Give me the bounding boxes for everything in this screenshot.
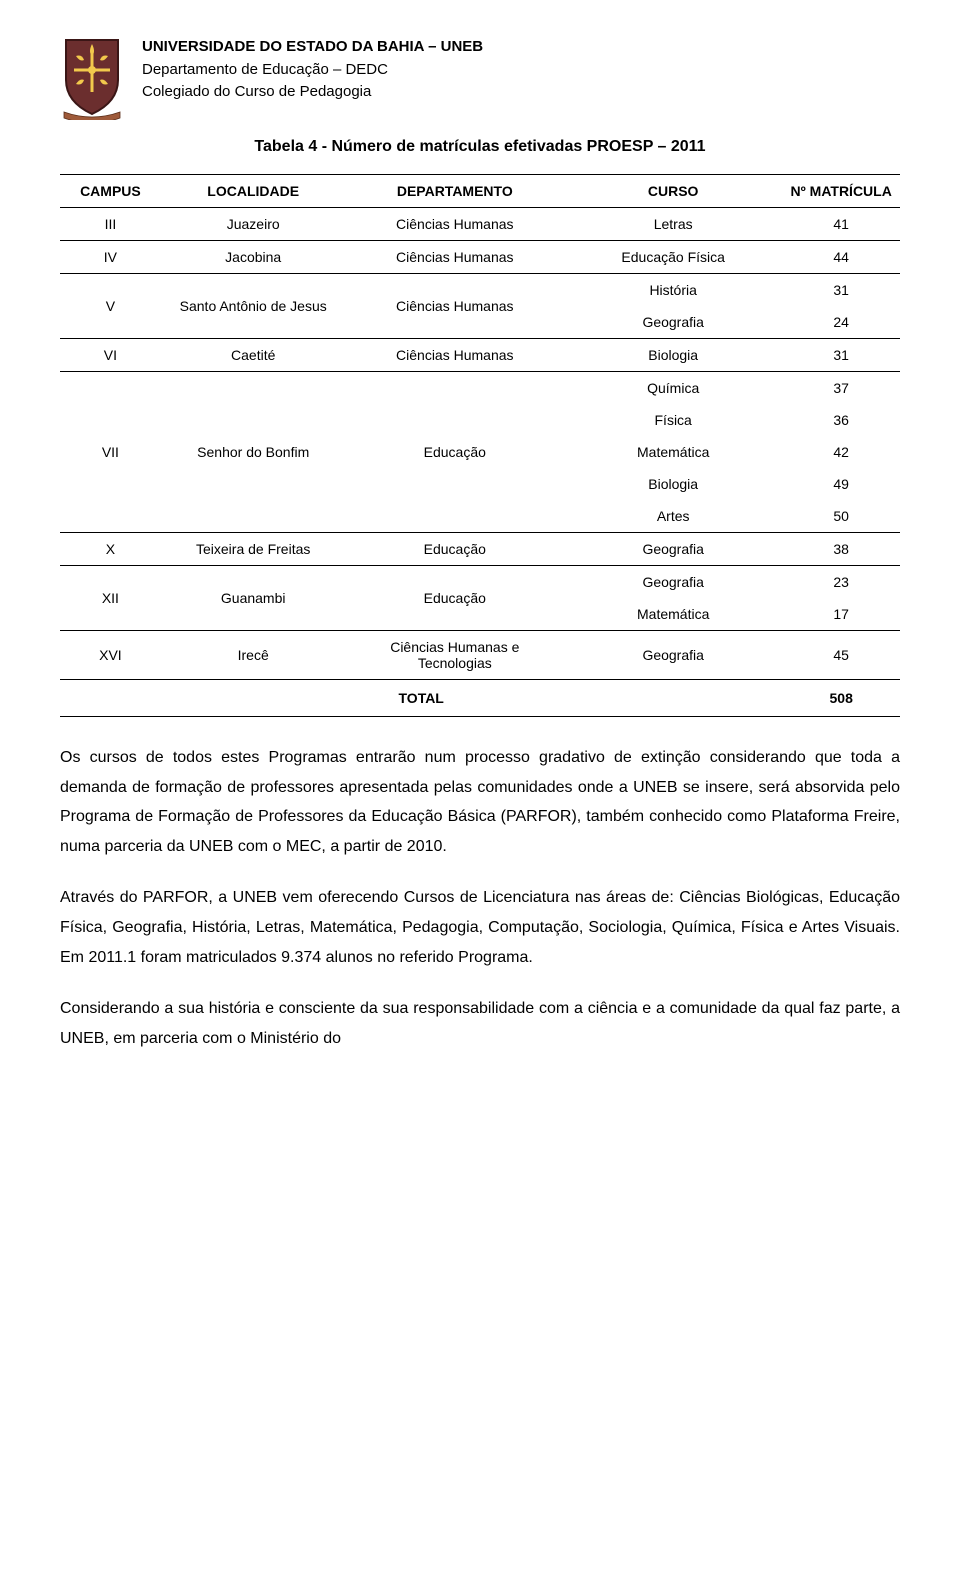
cell-localidade: Irecê xyxy=(161,631,346,680)
table-row: IV Jacobina Ciências Humanas Educação Fí… xyxy=(60,241,900,274)
cell-curso: Geografia xyxy=(564,631,782,680)
cell-campus: IV xyxy=(60,241,161,274)
cell-campus: XII xyxy=(60,566,161,631)
total-label: TOTAL xyxy=(60,680,782,717)
cell-curso: Biologia xyxy=(564,468,782,500)
cell-curso: Letras xyxy=(564,208,782,241)
cell-matricula: 42 xyxy=(782,436,900,468)
cell-localidade: Guanambi xyxy=(161,566,346,631)
cell-matricula: 24 xyxy=(782,306,900,339)
cell-localidade: Juazeiro xyxy=(161,208,346,241)
cell-campus: XVI xyxy=(60,631,161,680)
table-row: VII Senhor do Bonfim Educação Química 37 xyxy=(60,372,900,405)
table-row: III Juazeiro Ciências Humanas Letras 41 xyxy=(60,208,900,241)
cell-departamento: Educação xyxy=(346,372,564,533)
cell-matricula: 36 xyxy=(782,404,900,436)
table-row: VI Caetité Ciências Humanas Biologia 31 xyxy=(60,339,900,372)
cell-curso: Química xyxy=(564,372,782,405)
body-text: Os cursos de todos estes Programas entra… xyxy=(60,743,900,1053)
paragraph: Através do PARFOR, a UNEB vem oferecendo… xyxy=(60,883,900,972)
cell-campus: X xyxy=(60,533,161,566)
cell-departamento: Ciências Humanas xyxy=(346,274,564,339)
cell-matricula: 17 xyxy=(782,598,900,631)
table-row: XVI Irecê Ciências Humanas e Tecnologias… xyxy=(60,631,900,680)
university-crest xyxy=(60,30,124,120)
cell-matricula: 41 xyxy=(782,208,900,241)
department-name: Departamento de Educação – DEDC xyxy=(142,59,483,82)
cell-departamento: Ciências Humanas xyxy=(346,241,564,274)
cell-campus: III xyxy=(60,208,161,241)
cell-curso: Matemática xyxy=(564,598,782,631)
cell-curso: Geografia xyxy=(564,533,782,566)
university-name: UNIVERSIDADE DO ESTADO DA BAHIA – UNEB xyxy=(142,36,483,59)
paragraph: Os cursos de todos estes Programas entra… xyxy=(60,743,900,861)
document-header: UNIVERSIDADE DO ESTADO DA BAHIA – UNEB D… xyxy=(60,30,900,120)
table-title: Tabela 4 - Número de matrículas efetivad… xyxy=(60,138,900,156)
cell-matricula: 23 xyxy=(782,566,900,599)
col-campus: CAMPUS xyxy=(60,175,161,208)
cell-departamento: Educação xyxy=(346,533,564,566)
cell-departamento: Ciências Humanas e Tecnologias xyxy=(346,631,564,680)
cell-matricula: 38 xyxy=(782,533,900,566)
col-matricula: Nº MATRÍCULA xyxy=(782,175,900,208)
cell-matricula: 45 xyxy=(782,631,900,680)
cell-matricula: 37 xyxy=(782,372,900,405)
cell-localidade: Senhor do Bonfim xyxy=(161,372,346,533)
cell-localidade: Teixeira de Freitas xyxy=(161,533,346,566)
cell-localidade: Santo Antônio de Jesus xyxy=(161,274,346,339)
cell-departamento: Educação xyxy=(346,566,564,631)
cell-curso: Matemática xyxy=(564,436,782,468)
col-localidade: LOCALIDADE xyxy=(161,175,346,208)
table-row: X Teixeira de Freitas Educação Geografia… xyxy=(60,533,900,566)
cell-matricula: 31 xyxy=(782,274,900,307)
table-row: V Santo Antônio de Jesus Ciências Humana… xyxy=(60,274,900,307)
cell-localidade: Caetité xyxy=(161,339,346,372)
matriculas-table: CAMPUS LOCALIDADE DEPARTAMENTO CURSO Nº … xyxy=(60,174,900,717)
cell-curso: Biologia xyxy=(564,339,782,372)
cell-campus: VI xyxy=(60,339,161,372)
cell-localidade: Jacobina xyxy=(161,241,346,274)
cell-matricula: 50 xyxy=(782,500,900,533)
cell-curso: Geografia xyxy=(564,566,782,599)
table-row: XII Guanambi Educação Geografia 23 xyxy=(60,566,900,599)
cell-matricula: 49 xyxy=(782,468,900,500)
table-total-row: TOTAL 508 xyxy=(60,680,900,717)
total-value: 508 xyxy=(782,680,900,717)
cell-campus: V xyxy=(60,274,161,339)
cell-departamento: Ciências Humanas xyxy=(346,339,564,372)
cell-curso: Artes xyxy=(564,500,782,533)
paragraph: Considerando a sua história e consciente… xyxy=(60,994,900,1053)
cell-departamento: Ciências Humanas xyxy=(346,208,564,241)
cell-curso: História xyxy=(564,274,782,307)
cell-campus: VII xyxy=(60,372,161,533)
cell-matricula: 31 xyxy=(782,339,900,372)
col-departamento: DEPARTAMENTO xyxy=(346,175,564,208)
collegiate-name: Colegiado do Curso de Pedagogia xyxy=(142,81,483,104)
header-text-block: UNIVERSIDADE DO ESTADO DA BAHIA – UNEB D… xyxy=(142,30,483,104)
col-curso: CURSO xyxy=(564,175,782,208)
cell-curso: Geografia xyxy=(564,306,782,339)
cell-matricula: 44 xyxy=(782,241,900,274)
table-header-row: CAMPUS LOCALIDADE DEPARTAMENTO CURSO Nº … xyxy=(60,175,900,208)
cell-curso: Física xyxy=(564,404,782,436)
cell-curso: Educação Física xyxy=(564,241,782,274)
